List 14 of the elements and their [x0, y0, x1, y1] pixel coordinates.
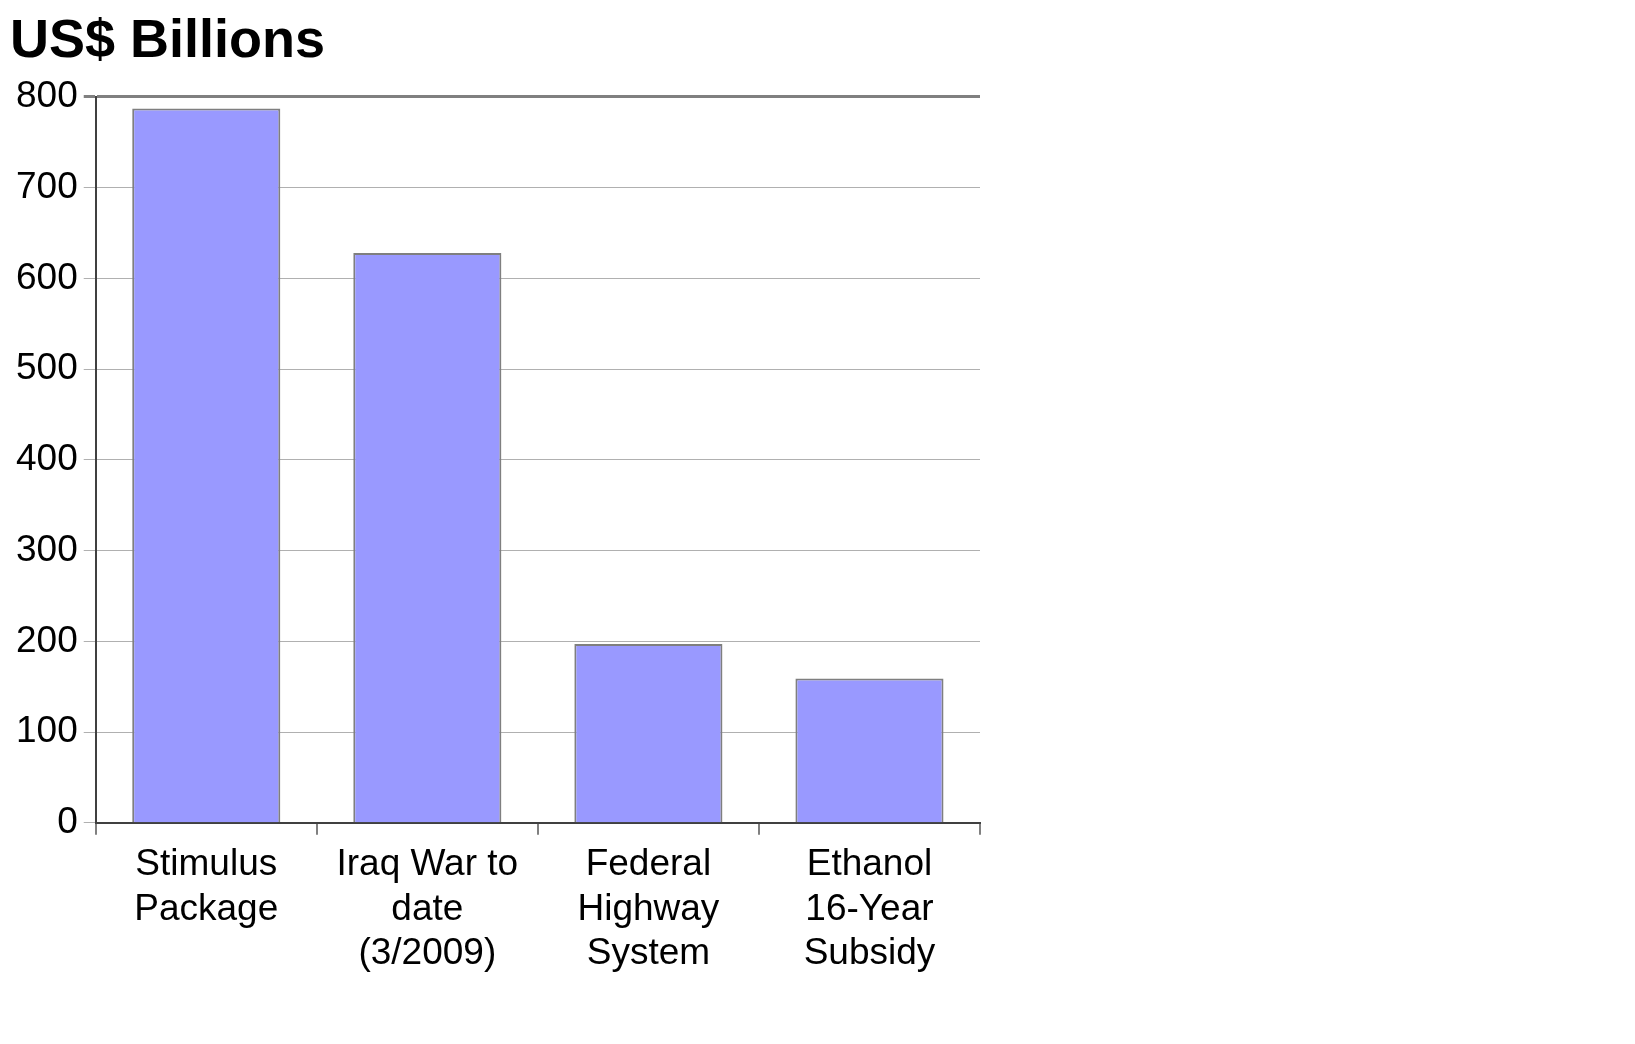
x-tick-label: Ethanol 16-Year Subsidy	[803, 842, 936, 972]
y-tick-label: 300	[16, 527, 78, 569]
y-tick-label: 0	[57, 800, 78, 841]
x-tick-label: Federal Highway System	[577, 842, 720, 972]
x-tick-label: Stimulus Package	[134, 842, 279, 928]
y-tick-label: 100	[16, 709, 78, 751]
y-tick-label: 500	[16, 346, 78, 388]
chart-title: US$ Billions	[10, 8, 326, 69]
y-tick-label: 200	[16, 618, 78, 660]
y-tick-label: 700	[16, 164, 78, 206]
y-tick-label: 400	[16, 437, 78, 478]
x-tick-label: Iraq War to date (3/2009)	[336, 842, 519, 972]
y-tick-label: 600	[16, 255, 78, 297]
y-tick-label: 800	[16, 74, 78, 115]
